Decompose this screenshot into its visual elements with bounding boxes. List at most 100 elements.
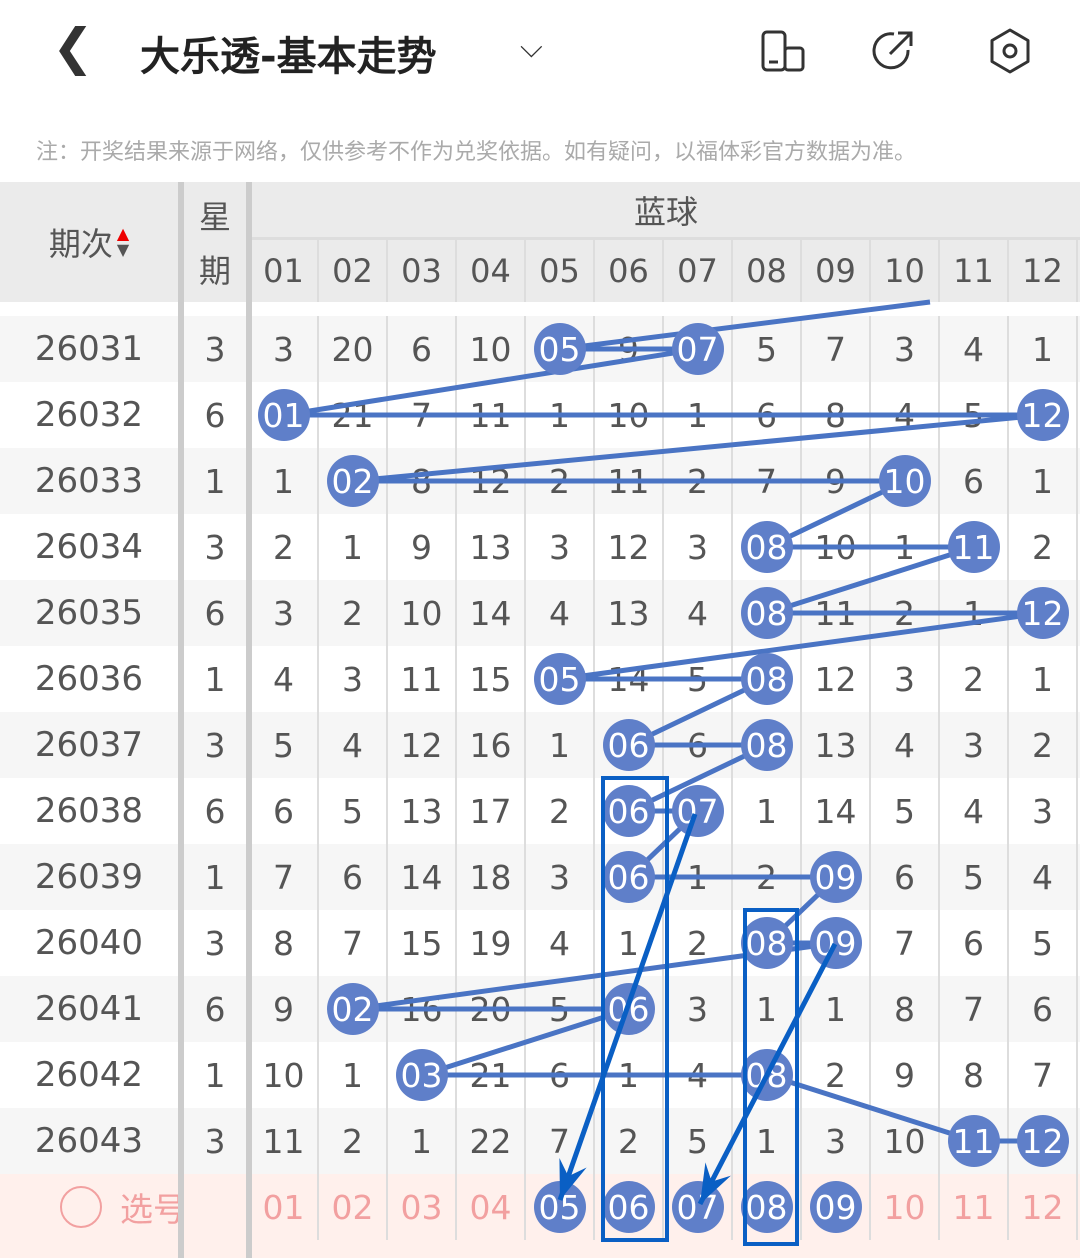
number-cell: 11 xyxy=(595,448,664,514)
select-number[interactable]: 11 xyxy=(940,1174,1009,1240)
number-cell: 1 xyxy=(802,976,871,1042)
number-cell: 7 xyxy=(802,316,871,382)
number-cell: 3 xyxy=(319,646,388,712)
select-number[interactable]: 02 xyxy=(319,1174,388,1240)
select-number-button[interactable]: 选号 xyxy=(0,1174,246,1240)
number-cell: 7 xyxy=(319,910,388,976)
weekday-cell: 1 xyxy=(204,461,226,501)
number-cell: 08 xyxy=(733,580,802,646)
number-cell: 16 xyxy=(457,712,526,778)
number-cell: 4 xyxy=(871,382,940,448)
trend-table: 期次 ▲ ▼ 星 期 蓝球 01 02 03 04 05 06 07 08 09 10 11 12 26… xyxy=(0,182,1080,1258)
number-cell: 1 xyxy=(1009,316,1078,382)
table-row: 26038 6 6 5 13 17 2 06 07 1 14 5 4 3 xyxy=(0,778,1080,844)
number-cell: 05 xyxy=(526,316,595,382)
select-number[interactable]: 12 xyxy=(1009,1174,1078,1240)
number-cell: 08 xyxy=(733,910,802,976)
blue-ball: 12 xyxy=(1016,1115,1069,1167)
table-row: 26035 6 3 2 10 14 4 13 4 08 11 2 1 12 xyxy=(0,580,1080,646)
number-cell: 5 xyxy=(1009,910,1078,976)
select-number[interactable]: 01 xyxy=(250,1174,319,1240)
number-cell: 08 xyxy=(733,646,802,712)
table-row: 26041 6 9 02 16 20 5 06 3 1 1 8 7 6 xyxy=(0,976,1080,1042)
table-row: 26040 3 8 7 15 19 4 1 2 08 09 7 6 5 xyxy=(0,910,1080,976)
number-cell: 12 xyxy=(1009,382,1078,448)
weekday-cell: 3 xyxy=(204,1121,226,1161)
select-number[interactable]: 03 xyxy=(388,1174,457,1240)
table-row: 26039 1 7 6 14 18 3 06 1 2 09 6 5 4 xyxy=(0,844,1080,910)
number-cell: 1 xyxy=(319,1042,388,1108)
period-cell: 26031 xyxy=(34,329,144,369)
select-number[interactable]: 08 xyxy=(733,1174,802,1240)
number-cell: 03 xyxy=(388,1042,457,1108)
number-cell: 20 xyxy=(319,316,388,382)
period-cell: 26034 xyxy=(34,527,144,567)
weekday-cell: 6 xyxy=(204,395,226,435)
number-cell: 9 xyxy=(595,316,664,382)
select-number[interactable]: 05 xyxy=(526,1174,595,1240)
number-header: 10 xyxy=(871,240,940,302)
number-cell: 1 xyxy=(319,514,388,580)
number-cell: 05 xyxy=(526,646,595,712)
number-cell: 09 xyxy=(802,844,871,910)
settings-icon[interactable] xyxy=(987,28,1033,74)
number-cell: 1 xyxy=(388,1108,457,1174)
blue-ball: 08 xyxy=(740,521,793,573)
number-cell: 9 xyxy=(388,514,457,580)
number-header: 03 xyxy=(388,240,457,302)
select-number[interactable]: 09 xyxy=(802,1174,871,1240)
sort-icon[interactable]: ▲ ▼ xyxy=(116,224,130,259)
number-cell: 5 xyxy=(940,844,1009,910)
select-number[interactable]: 04 xyxy=(457,1174,526,1240)
number-cell: 3 xyxy=(1009,778,1078,844)
number-cell: 4 xyxy=(319,712,388,778)
number-cell: 3 xyxy=(664,514,733,580)
selected-ball[interactable]: 09 xyxy=(809,1181,862,1233)
number-cell: 17 xyxy=(457,778,526,844)
share-icon[interactable] xyxy=(870,28,916,74)
number-cell: 4 xyxy=(664,1042,733,1108)
blue-ball: 08 xyxy=(740,587,793,639)
radio-circle-icon[interactable] xyxy=(60,1186,102,1228)
disclaimer-note: 注：开奖结果来源于网络，仅供参考不作为兑奖依据。如有疑问，以福体彩官方数据为准。 xyxy=(36,140,917,165)
number-cell: 3 xyxy=(871,646,940,712)
number-cell: 5 xyxy=(250,712,319,778)
back-icon[interactable]: ❮ xyxy=(52,18,94,76)
weekday-cell: 1 xyxy=(204,659,226,699)
number-cell: 6 xyxy=(871,844,940,910)
table-row: 26043 3 11 2 1 22 7 2 5 1 3 10 11 12 xyxy=(0,1108,1080,1174)
number-header: 09 xyxy=(802,240,871,302)
select-number[interactable]: 06 xyxy=(595,1174,664,1240)
selected-ball[interactable]: 07 xyxy=(671,1181,724,1233)
number-cell: 5 xyxy=(664,646,733,712)
number-cell: 4 xyxy=(940,316,1009,382)
selected-ball[interactable]: 06 xyxy=(602,1181,655,1233)
selected-ball[interactable]: 05 xyxy=(533,1181,586,1233)
number-cell: 22 xyxy=(457,1108,526,1174)
number-cell: 10 xyxy=(388,580,457,646)
blue-ball: 08 xyxy=(740,917,793,969)
number-cell: 4 xyxy=(940,778,1009,844)
period-cell: 26035 xyxy=(34,593,144,633)
blue-ball: 02 xyxy=(326,983,379,1035)
number-cell: 7 xyxy=(1009,1042,1078,1108)
number-cell: 4 xyxy=(526,580,595,646)
blue-ball-group-label: 蓝球 xyxy=(252,182,1080,240)
number-cell: 11 xyxy=(940,1108,1009,1174)
select-number[interactable]: 07 xyxy=(664,1174,733,1240)
select-number[interactable]: 10 xyxy=(871,1174,940,1240)
blue-ball: 07 xyxy=(671,785,724,837)
period-header[interactable]: 期次 ▲ ▼ xyxy=(0,182,178,302)
table-row: 26036 1 4 3 11 15 05 14 5 08 12 3 2 1 xyxy=(0,646,1080,712)
number-cell: 19 xyxy=(457,910,526,976)
number-cell: 1 xyxy=(595,1042,664,1108)
screen-rotate-icon[interactable] xyxy=(760,28,806,74)
number-cell: 10 xyxy=(595,382,664,448)
number-cell: 2 xyxy=(1009,514,1078,580)
period-cell: 26036 xyxy=(34,659,144,699)
chevron-down-icon[interactable]: ⌵ xyxy=(520,30,543,65)
selected-ball[interactable]: 08 xyxy=(740,1181,793,1233)
number-cell: 11 xyxy=(940,514,1009,580)
number-cell: 6 xyxy=(1009,976,1078,1042)
number-header: 11 xyxy=(940,240,1009,302)
